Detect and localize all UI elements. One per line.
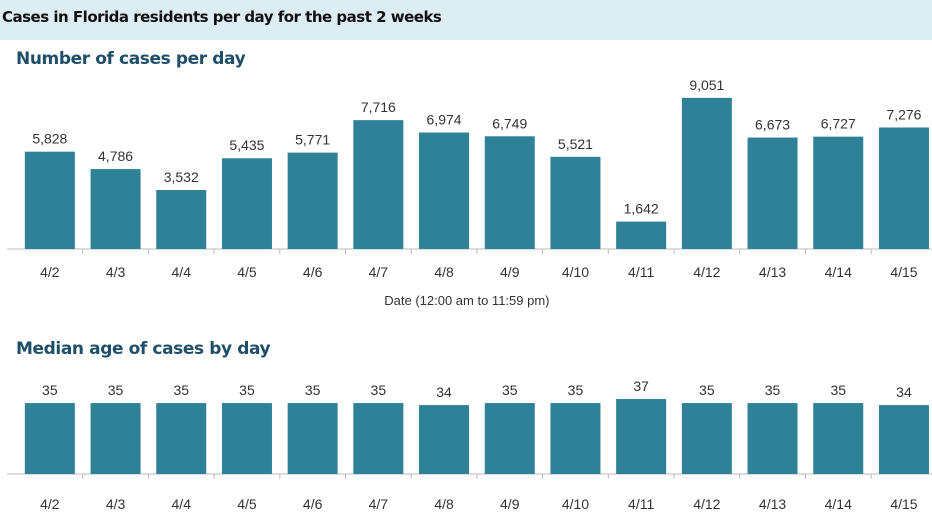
median-age-bar xyxy=(156,403,207,474)
cases-data-label: 1,642 xyxy=(624,201,659,217)
cases-tick-label: 4/6 xyxy=(303,264,323,280)
cases-data-label: 5,771 xyxy=(295,132,330,148)
cases-bar xyxy=(24,151,75,249)
cases-tick-label: 4/11 xyxy=(628,264,654,280)
cases-data-label: 7,276 xyxy=(886,106,921,122)
cases-data-label: 6,974 xyxy=(427,112,462,128)
cases-bar xyxy=(813,136,864,249)
cases-tick-label: 4/15 xyxy=(890,264,917,280)
median-age-bar xyxy=(24,403,75,474)
median-age-tick-label: 4/15 xyxy=(890,496,917,512)
median-age-bar xyxy=(813,403,864,474)
median-age-chart: 35 4/2 35 4/3 35 4/4 35 4/5 35 4/6 35 4/7 34 4/8 35 4/9… xyxy=(7,378,932,512)
median-age-bar xyxy=(221,403,272,474)
median-age-data-label: 35 xyxy=(830,382,846,398)
median-age-tick-label: 4/6 xyxy=(303,496,323,512)
cases-bar xyxy=(156,190,207,249)
cases-data-label: 6,673 xyxy=(755,117,790,133)
median-age-bar xyxy=(90,403,141,474)
cases-data-label: 7,716 xyxy=(361,99,396,115)
median-age-tick-label: 4/9 xyxy=(500,496,520,512)
cases-bar xyxy=(681,97,732,249)
cases-tick-label: 4/8 xyxy=(434,264,454,280)
cases-bar xyxy=(287,152,338,249)
cases-bar xyxy=(550,156,601,249)
median-age-data-label: 35 xyxy=(239,382,255,398)
median-age-bar xyxy=(484,403,535,474)
median-age-data-label: 34 xyxy=(896,384,912,400)
median-age-data-label: 35 xyxy=(765,382,781,398)
median-age-data-label: 35 xyxy=(502,382,518,398)
cases-tick-label: 4/9 xyxy=(500,264,520,280)
median-age-tick-label: 4/13 xyxy=(759,496,786,512)
median-age-bar xyxy=(878,405,929,474)
cases-data-label: 6,727 xyxy=(821,116,856,132)
median-age-data-label: 35 xyxy=(108,382,124,398)
cases-data-label: 6,749 xyxy=(492,115,527,131)
cases-bar xyxy=(90,169,141,249)
median-age-tick-label: 4/3 xyxy=(106,496,126,512)
median-age-bar xyxy=(747,403,798,474)
cases-per-day-chart: 5,828 4/2 4,786 4/3 3,532 4/4 5,435 4/5 5,771 4/6… xyxy=(7,80,932,308)
cases-tick-label: 4/14 xyxy=(825,264,852,280)
median-age-tick-label: 4/12 xyxy=(693,496,720,512)
median-age-tick-label: 4/7 xyxy=(369,496,389,512)
cases-tick-label: 4/7 xyxy=(369,264,389,280)
median-age-data-label: 37 xyxy=(633,378,649,394)
median-age-tick-label: 4/5 xyxy=(237,496,257,512)
median-age-bar xyxy=(419,405,470,474)
median-age-bar xyxy=(550,403,601,474)
median-age-bar xyxy=(616,399,667,474)
cases-bar xyxy=(419,132,470,249)
median-age-bar xyxy=(353,403,404,474)
cases-data-label: 5,828 xyxy=(32,131,67,147)
cases-chart-title: Number of cases per day xyxy=(16,49,246,69)
cases-tick-label: 4/12 xyxy=(693,264,720,280)
cases-bar xyxy=(878,127,929,249)
cases-data-label: 3,532 xyxy=(164,169,199,185)
cases-bar xyxy=(484,136,535,249)
cases-bar xyxy=(353,120,404,250)
median-age-data-label: 35 xyxy=(699,382,715,398)
cases-tick-label: 4/13 xyxy=(759,264,786,280)
cases-data-label: 5,435 xyxy=(229,137,264,153)
median-age-bar xyxy=(287,403,338,474)
median-age-tick-label: 4/2 xyxy=(40,496,60,512)
median-age-tick-label: 4/11 xyxy=(628,496,654,512)
median-age-data-label: 34 xyxy=(436,384,452,400)
cases-bar xyxy=(747,137,798,249)
median-age-tick-label: 4/10 xyxy=(562,496,589,512)
median-age-chart-title: Median age of cases by day xyxy=(16,339,271,359)
cases-x-axis-label: Date (12:00 am to 11:59 pm) xyxy=(384,293,549,308)
median-age-data-label: 35 xyxy=(305,382,321,398)
cases-tick-label: 4/3 xyxy=(106,264,126,280)
cases-bar xyxy=(616,221,667,249)
median-age-bar xyxy=(681,403,732,474)
cases-tick-label: 4/5 xyxy=(237,264,257,280)
median-age-data-label: 35 xyxy=(568,382,584,398)
cases-tick-label: 4/10 xyxy=(562,264,589,280)
median-age-data-label: 35 xyxy=(42,382,58,398)
median-age-data-label: 35 xyxy=(371,382,387,398)
cases-bar xyxy=(221,158,272,249)
cases-data-label: 5,521 xyxy=(558,136,593,152)
cases-data-label: 4,786 xyxy=(98,148,133,164)
median-age-data-label: 35 xyxy=(173,382,189,398)
chart-banner-title: Cases in Florida residents per day for t… xyxy=(0,0,932,40)
cases-tick-label: 4/4 xyxy=(172,264,192,280)
cases-tick-label: 4/2 xyxy=(40,264,60,280)
median-age-tick-label: 4/14 xyxy=(825,496,852,512)
median-age-tick-label: 4/8 xyxy=(434,496,454,512)
median-age-tick-label: 4/4 xyxy=(172,496,192,512)
cases-data-label: 9,051 xyxy=(689,80,724,93)
